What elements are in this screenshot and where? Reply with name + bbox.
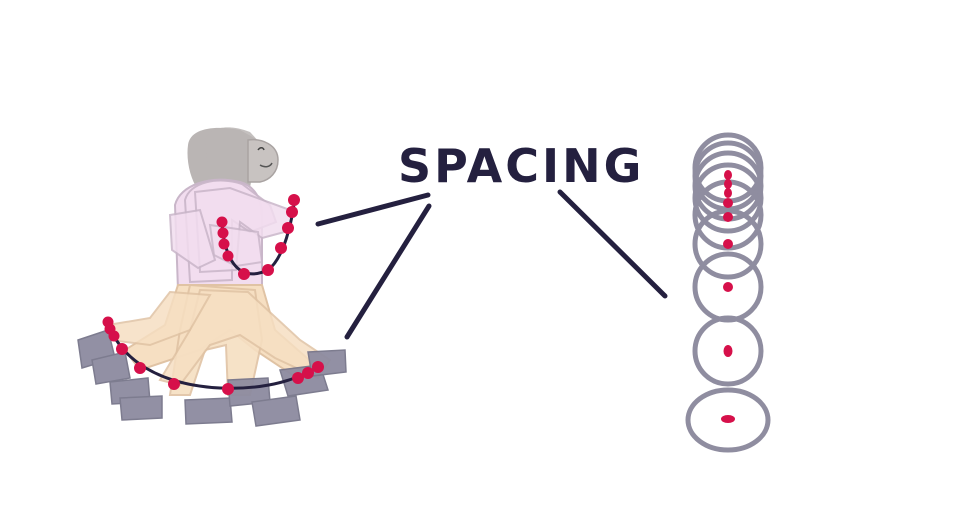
running-woman-onion-skin-icon xyxy=(77,127,347,427)
connector-line-to-ball xyxy=(557,189,668,299)
shoe-frames xyxy=(77,329,347,427)
face xyxy=(247,138,279,183)
connector-lines xyxy=(315,189,668,340)
hand-keyframe-dots xyxy=(216,194,300,280)
bouncing-ball-onion-skin-icon xyxy=(685,132,771,453)
connector-line-to-foot xyxy=(344,203,432,340)
connector-line-to-hand xyxy=(315,192,431,227)
ball-frame-rings xyxy=(685,132,771,453)
ball-keyframe-dots xyxy=(721,170,735,423)
shirt-frames xyxy=(168,178,294,291)
pants-frames xyxy=(106,283,332,396)
foot-keyframe-dots xyxy=(102,316,324,395)
diagram-title: SPACING xyxy=(398,139,644,193)
